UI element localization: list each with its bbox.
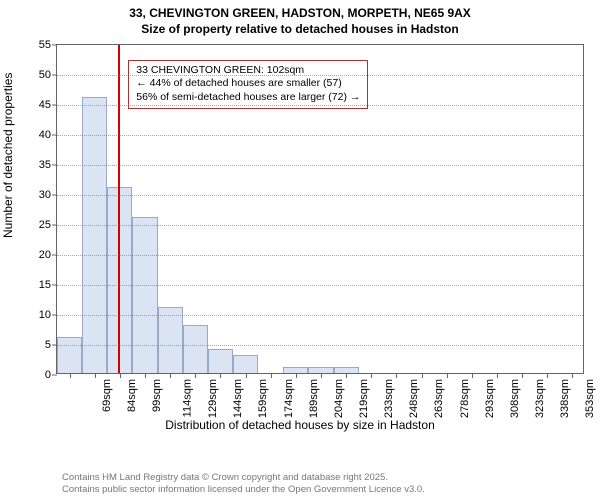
histogram-bar — [208, 349, 233, 373]
histogram-bar — [233, 355, 258, 373]
xtick-label: 353sqm — [584, 379, 596, 418]
gridline — [57, 345, 583, 346]
gridline — [57, 225, 583, 226]
ytick-mark — [52, 375, 57, 376]
xtick-label: 248sqm — [408, 379, 420, 418]
gridline — [57, 105, 583, 106]
ytick-mark — [52, 135, 57, 136]
xtick-mark — [145, 373, 146, 378]
histogram-bar — [132, 217, 157, 373]
ytick-label: 50 — [39, 69, 51, 81]
ytick-label: 10 — [39, 309, 51, 321]
xtick-mark — [120, 373, 121, 378]
xtick-label: 308sqm — [509, 379, 521, 418]
ytick-label: 45 — [39, 99, 51, 111]
histogram-bar — [183, 325, 208, 373]
title-line-1: 33, CHEVINGTON GREEN, HADSTON, MORPETH, … — [0, 6, 600, 22]
chart-title: 33, CHEVINGTON GREEN, HADSTON, MORPETH, … — [0, 0, 600, 37]
ytick-label: 5 — [45, 339, 51, 351]
ytick-label: 35 — [39, 159, 51, 171]
ytick-mark — [52, 195, 57, 196]
xtick-label: 219sqm — [358, 379, 370, 418]
xtick-mark — [296, 373, 297, 378]
ytick-mark — [52, 75, 57, 76]
ytick-mark — [52, 255, 57, 256]
xtick-mark — [246, 373, 247, 378]
footer-attribution: Contains HM Land Registry data © Crown c… — [62, 472, 425, 496]
xtick-mark — [472, 373, 473, 378]
xtick-label: 233sqm — [383, 379, 395, 418]
xtick-mark — [447, 373, 448, 378]
xtick-label: 263sqm — [434, 379, 446, 418]
xtick-label: 129sqm — [207, 379, 219, 418]
y-axis-label: Number of detached properties — [1, 73, 15, 238]
gridline — [57, 75, 583, 76]
xtick-mark — [70, 373, 71, 378]
xtick-mark — [170, 373, 171, 378]
gridline — [57, 165, 583, 166]
xtick-mark — [95, 373, 96, 378]
xtick-label: 144sqm — [232, 379, 244, 418]
chart-container: Number of detached properties 33 CHEVING… — [0, 38, 600, 438]
ytick-label: 40 — [39, 129, 51, 141]
ytick-mark — [52, 165, 57, 166]
gridline — [57, 285, 583, 286]
xtick-mark — [321, 373, 322, 378]
xtick-label: 114sqm — [181, 379, 193, 417]
xtick-label: 189sqm — [308, 379, 320, 418]
histogram-bar — [57, 337, 82, 373]
ytick-label: 25 — [39, 219, 51, 231]
annotation-box: 33 CHEVINGTON GREEN: 102sqm ← 44% of det… — [128, 60, 368, 109]
ytick-label: 55 — [39, 39, 51, 51]
ytick-label: 20 — [39, 249, 51, 261]
histogram-bar — [82, 97, 107, 373]
annotation-line-2: ← 44% of detached houses are smaller (57… — [136, 77, 360, 91]
ytick-label: 15 — [39, 279, 51, 291]
xtick-label: 69sqm — [101, 379, 113, 412]
reference-marker-line — [118, 45, 120, 373]
xtick-mark — [371, 373, 372, 378]
ytick-mark — [52, 45, 57, 46]
ytick-mark — [52, 345, 57, 346]
xtick-label: 323sqm — [534, 379, 546, 418]
ytick-mark — [52, 285, 57, 286]
annotation-line-3: 56% of semi-detached houses are larger (… — [136, 91, 360, 105]
xtick-mark — [346, 373, 347, 378]
ytick-mark — [52, 105, 57, 106]
xtick-mark — [422, 373, 423, 378]
gridline — [57, 195, 583, 196]
xtick-label: 338sqm — [559, 379, 571, 418]
title-line-2: Size of property relative to detached ho… — [0, 22, 600, 38]
xtick-mark — [547, 373, 548, 378]
xtick-mark — [220, 373, 221, 378]
xtick-label: 84sqm — [126, 379, 138, 412]
xtick-label: 278sqm — [459, 379, 471, 418]
ytick-mark — [52, 315, 57, 316]
xtick-label: 174sqm — [283, 379, 295, 418]
xtick-mark — [497, 373, 498, 378]
xtick-mark — [522, 373, 523, 378]
gridline — [57, 315, 583, 316]
xtick-label: 204sqm — [333, 379, 345, 418]
gridline — [57, 255, 583, 256]
xtick-label: 99sqm — [151, 379, 163, 412]
xtick-mark — [195, 373, 196, 378]
xtick-mark — [396, 373, 397, 378]
histogram-bar — [158, 307, 183, 373]
plot-area: 33 CHEVINGTON GREEN: 102sqm ← 44% of det… — [56, 44, 584, 374]
xtick-label: 159sqm — [258, 379, 270, 418]
footer-line-1: Contains HM Land Registry data © Crown c… — [62, 472, 425, 484]
ytick-label: 30 — [39, 189, 51, 201]
xtick-label: 293sqm — [484, 379, 496, 418]
xtick-mark — [572, 373, 573, 378]
ytick-mark — [52, 225, 57, 226]
ytick-label: 0 — [45, 369, 51, 381]
gridline — [57, 135, 583, 136]
x-axis-label: Distribution of detached houses by size … — [0, 418, 600, 432]
xtick-mark — [271, 373, 272, 378]
footer-line-2: Contains public sector information licen… — [62, 484, 425, 496]
